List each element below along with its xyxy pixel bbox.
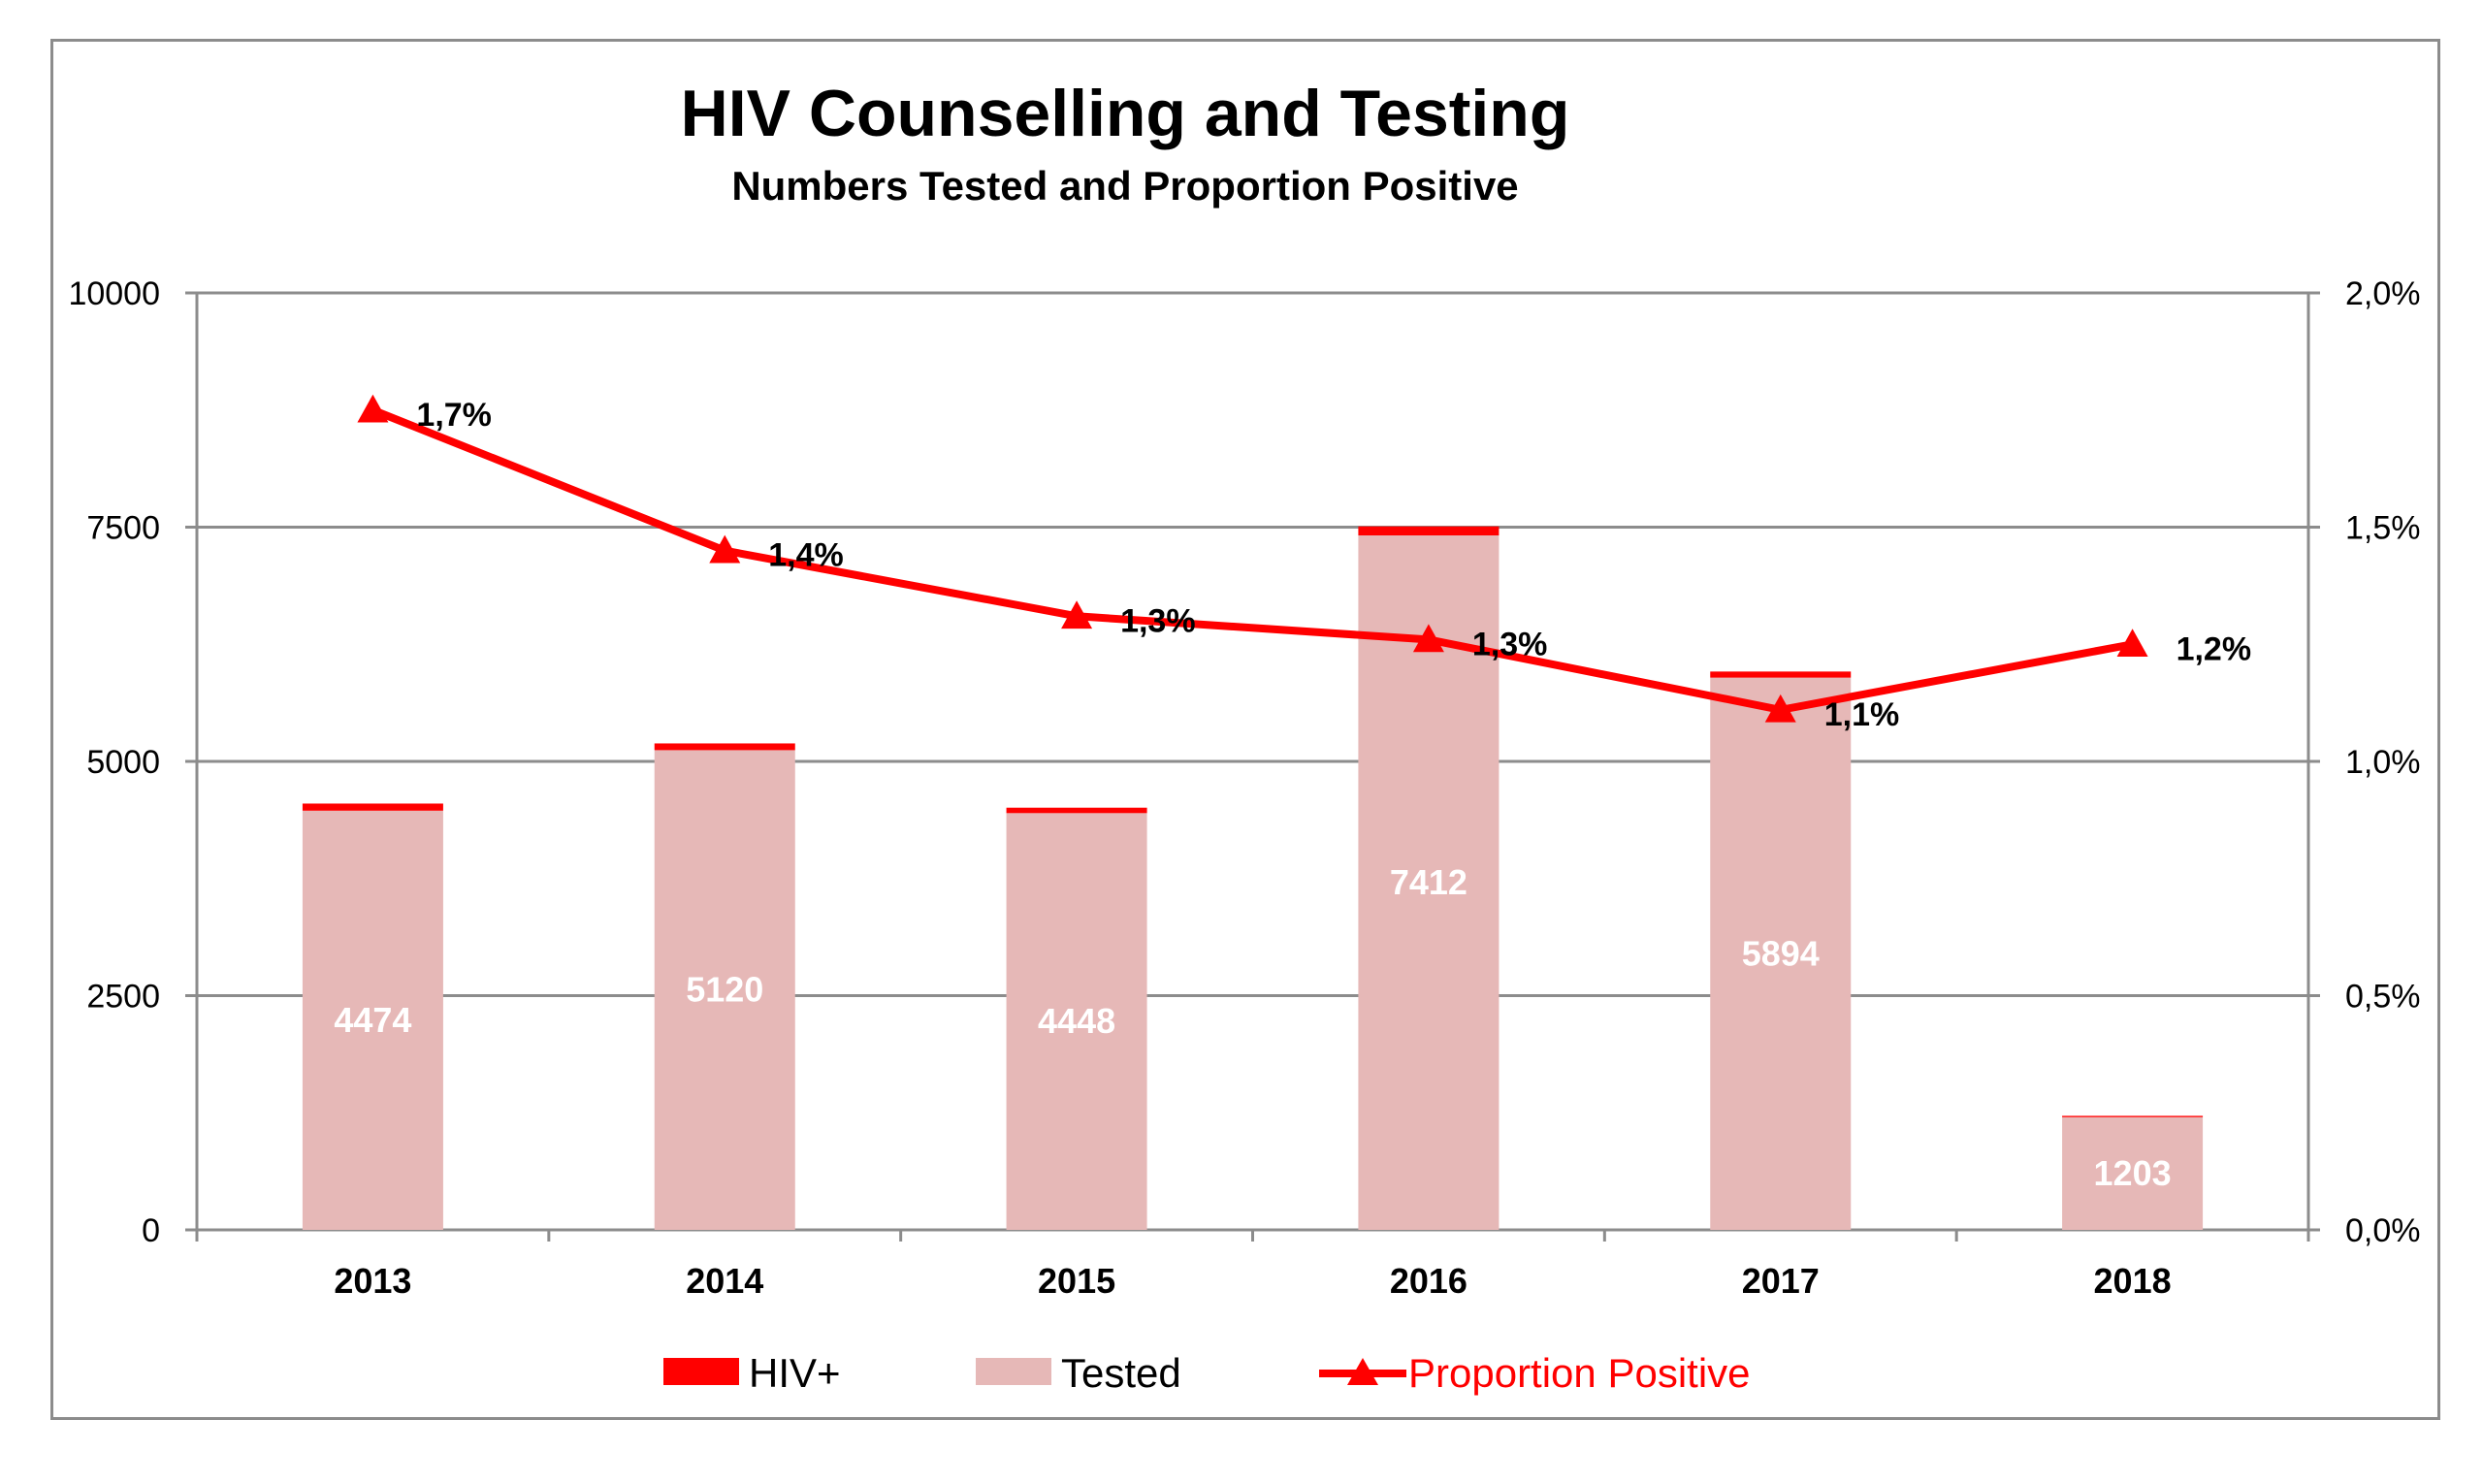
- bar-value-label: 5120: [686, 970, 763, 1010]
- x-tick-label: 2017: [1742, 1261, 1820, 1301]
- x-tick-label: 2013: [334, 1261, 411, 1301]
- bar-tested: [2062, 1116, 2204, 1230]
- proportion-value-label: 1,7%: [416, 397, 492, 434]
- legend-swatch-hiv-positive: [663, 1358, 739, 1385]
- legend-swatch-tested: [976, 1358, 1051, 1385]
- bar-hiv-positive: [302, 803, 443, 811]
- proportion-value-label: 1,4%: [768, 537, 844, 574]
- y-right-tick-label: 0,0%: [2345, 1212, 2421, 1249]
- y-left-tick-label: 0: [142, 1212, 160, 1249]
- proportion-marker: [357, 394, 389, 423]
- y-right-tick-label: 2,0%: [2345, 275, 2421, 312]
- chart-frame: [50, 39, 2440, 1420]
- y-left-tick-label: 7500: [86, 510, 160, 547]
- bar-tested: [654, 750, 795, 1230]
- bar-value-label: 7412: [1390, 862, 1467, 902]
- bar-hiv-positive: [1710, 671, 1852, 678]
- y-left-tick-label: 2500: [86, 979, 160, 1016]
- bar-value-label: 5894: [1742, 933, 1820, 973]
- proportion-marker: [1061, 600, 1093, 629]
- bar-hiv-positive: [1358, 526, 1499, 536]
- proportion-marker: [709, 534, 741, 564]
- bar-hiv-positive: [654, 743, 795, 751]
- bar-tested: [1006, 813, 1147, 1230]
- proportion-value-label: 1,1%: [1824, 696, 1900, 733]
- x-tick-label: 2015: [1038, 1261, 1115, 1301]
- chart-subtitle: Numbers Tested and Proportion Positive: [731, 163, 1519, 209]
- y-right-tick-label: 1,5%: [2345, 510, 2421, 547]
- proportion-marker: [1764, 694, 1796, 723]
- bar-value-label: 1203: [2094, 1153, 2172, 1193]
- proportion-value-label: 1,3%: [1472, 626, 1548, 662]
- y-left-tick-label: 10000: [68, 275, 160, 312]
- y-right-tick-label: 0,5%: [2345, 979, 2421, 1016]
- legend-label-hiv-positive: HIV+: [749, 1350, 841, 1396]
- bar-tested: [302, 810, 443, 1230]
- x-tick-label: 2018: [2094, 1261, 2172, 1301]
- bar-value-label: 4474: [334, 1000, 411, 1040]
- y-right-tick-label: 1,0%: [2345, 744, 2421, 781]
- legend-marker-proportion: [1347, 1358, 1378, 1385]
- legend-label-proportion: Proportion Positive: [1408, 1350, 1751, 1396]
- bar-hiv-positive: [2062, 1115, 2204, 1117]
- bar-tested: [1710, 677, 1852, 1230]
- y-left-tick-label: 5000: [86, 744, 160, 781]
- x-tick-label: 2014: [686, 1261, 763, 1301]
- proportion-line: [371, 406, 2134, 714]
- proportion-marker: [1412, 624, 1444, 653]
- x-tick-label: 2016: [1390, 1261, 1467, 1301]
- proportion-value-label: 1,2%: [2177, 630, 2252, 667]
- proportion-value-label: 1,3%: [1120, 602, 1196, 639]
- proportion-marker: [2116, 629, 2148, 658]
- chart-title: HIV Counselling and Testing: [680, 77, 1570, 150]
- bar-value-label: 4448: [1038, 1001, 1115, 1041]
- bar-hiv-positive: [1006, 807, 1147, 814]
- legend-label-tested: Tested: [1061, 1350, 1181, 1396]
